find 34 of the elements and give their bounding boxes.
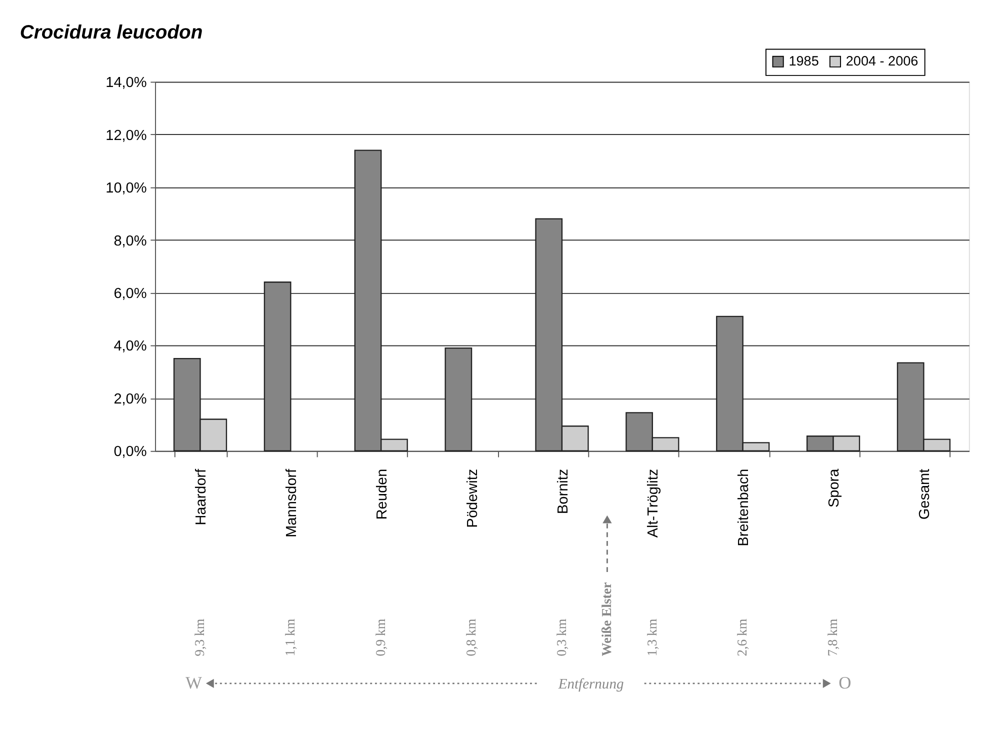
text: Entfernung bbox=[557, 676, 624, 692]
text: 1,1 km bbox=[282, 618, 298, 656]
x-tick-label: Spora bbox=[826, 468, 843, 508]
legend-label: 2004 - 2006 bbox=[846, 54, 918, 69]
x-tick-label: Haardorf bbox=[194, 468, 210, 526]
text: 9,3 km bbox=[192, 618, 208, 656]
chart-title: Crocidura leucodon bbox=[20, 22, 203, 44]
text: 1,3 km bbox=[644, 618, 660, 656]
x-tick-label: Alt-Tröglitz bbox=[646, 468, 662, 538]
x-tick-label: Mannsdorf bbox=[284, 468, 300, 538]
text: 0,3 km bbox=[554, 618, 569, 656]
bar bbox=[264, 282, 292, 452]
y-tick-label: 2,0% bbox=[114, 391, 147, 408]
y-tick-label: 14,0% bbox=[106, 75, 147, 92]
text: 7,8 km bbox=[825, 618, 840, 656]
y-tick-label: 6,0% bbox=[114, 286, 147, 302]
text: Weiße Elster bbox=[599, 582, 614, 656]
y-tick-label: 8,0% bbox=[114, 233, 147, 250]
y-tick-label: 4,0% bbox=[114, 338, 147, 355]
bar bbox=[444, 347, 472, 452]
text: 0,8 km bbox=[463, 618, 478, 656]
x-tick-label: Pödewitz bbox=[464, 468, 481, 528]
y-tick-label: 0,0% bbox=[114, 444, 147, 460]
text: W bbox=[186, 672, 203, 692]
x-tick-label: Reuden bbox=[374, 468, 390, 520]
text: 0,9 km bbox=[372, 618, 388, 656]
x-tick-label: Bornitz bbox=[555, 468, 572, 514]
y-tick-label: 12,0% bbox=[106, 128, 147, 144]
text: 2,6 km bbox=[734, 618, 750, 656]
x-tick-label: Breitenbach bbox=[736, 468, 752, 546]
x-tick-label: Gesamt bbox=[917, 468, 934, 520]
legend-label: 1985 bbox=[788, 54, 819, 69]
y-tick-label: 10,0% bbox=[106, 180, 147, 197]
text: O bbox=[838, 672, 852, 692]
